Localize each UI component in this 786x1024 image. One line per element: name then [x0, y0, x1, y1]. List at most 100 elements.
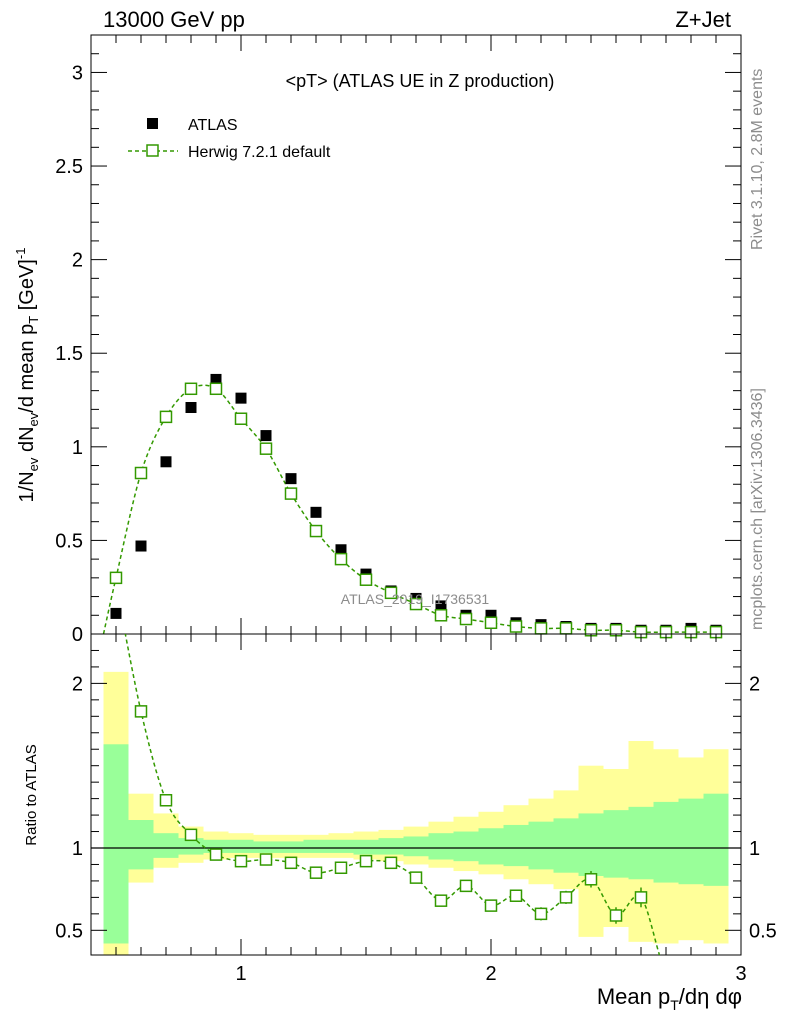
- herwig-point: [409, 597, 423, 611]
- atlas-point: [110, 607, 122, 619]
- header-right: Z+Jet: [675, 7, 731, 32]
- ratio-band-green: [278, 841, 304, 853]
- ratio-point: [534, 907, 548, 921]
- atlas-point: [160, 456, 172, 468]
- ratio-band-green: [403, 836, 429, 857]
- legend: ATLAS Herwig 7.2.1 default: [128, 117, 331, 161]
- ratio-band-green: [253, 841, 279, 853]
- herwig-point: [534, 622, 548, 635]
- ratio-point: [159, 794, 173, 807]
- legend-herwig-marker: [146, 144, 159, 157]
- herwig-point: [359, 573, 373, 586]
- main-ytick-label: 3: [72, 62, 83, 84]
- herwig-point: [309, 524, 323, 538]
- herwig-point: [159, 410, 173, 424]
- main-ytick-label: 2: [72, 250, 83, 272]
- atlas-point: [435, 600, 447, 612]
- ratio-ytick-label: 0.5: [55, 920, 83, 942]
- ratio-point: [484, 899, 498, 912]
- herwig-point: [284, 487, 298, 500]
- ratio-band-green: [153, 833, 179, 858]
- ratio-band-green: [678, 798, 704, 885]
- herwig-point: [459, 612, 473, 626]
- ratio-point: [609, 909, 623, 922]
- ratio-band-green: [628, 806, 654, 880]
- herwig-point: [509, 620, 523, 633]
- atlas-point: [135, 540, 147, 552]
- ratio-series: [124, 634, 661, 955]
- header-left: 13000 GeV pp: [103, 7, 245, 32]
- ratio-point: [559, 891, 573, 904]
- atlas-point: [235, 392, 247, 404]
- ratio-band-green: [478, 828, 504, 865]
- herwig-point: [109, 571, 123, 585]
- herwig-point: [184, 382, 198, 396]
- legend-atlas-marker: [147, 118, 158, 129]
- mcplots-label: mcplots.cern.ch [arXiv:1306.3436]: [749, 388, 766, 630]
- atlas-point: [210, 373, 222, 385]
- ratio-point: [459, 879, 473, 893]
- ratio-band-green: [378, 838, 404, 855]
- ratio-point: [359, 854, 373, 868]
- ratio-band-green: [428, 833, 454, 860]
- ratio-point: [509, 889, 523, 902]
- ratio-ytick-label: 1: [72, 838, 83, 860]
- ratio-point: [384, 856, 398, 870]
- analysis-watermark: ATLAS_2019_I1736531: [341, 591, 490, 607]
- main-ytick-label: 2.5: [55, 156, 83, 178]
- ratio-ytick-label-right: 1: [749, 838, 760, 860]
- ratio-point: [409, 871, 423, 884]
- legend-atlas-label: ATLAS: [188, 117, 238, 134]
- ratio-band-green: [528, 821, 554, 870]
- ratio-band-green: [603, 810, 629, 878]
- herwig-point: [334, 552, 348, 566]
- herwig-point: [259, 442, 273, 455]
- ratio-xtick-label: 3: [735, 963, 746, 985]
- ratio-band-green: [328, 839, 354, 853]
- ratio-ytick-label-right: 0.5: [749, 920, 777, 942]
- atlas-point: [335, 544, 347, 556]
- chart-title: <pT> (ATLAS UE in Z production): [286, 71, 555, 91]
- ratio-band-green: [103, 744, 129, 944]
- herwig-point: [134, 466, 148, 480]
- ratio-xtick-label: 1: [235, 963, 246, 985]
- ratio-band-green: [553, 818, 579, 873]
- ratio-band-green: [353, 839, 379, 855]
- ratio-band-green: [303, 839, 329, 853]
- atlas-point: [310, 506, 322, 518]
- ratio-band-green: [578, 813, 604, 876]
- herwig-point: [484, 616, 498, 630]
- ratio-band-green: [453, 831, 479, 862]
- ratio-point: [134, 705, 148, 718]
- herwig-point: [384, 586, 398, 600]
- ratio-point: [584, 873, 598, 886]
- herwig-point: [559, 622, 573, 635]
- ratio-band-green: [503, 824, 529, 867]
- ratio-band-green: [228, 839, 254, 853]
- ratio-point: [634, 891, 648, 904]
- ratio-ylabel: Ratio to ATLAS: [23, 744, 40, 845]
- atlas-point: [260, 430, 272, 442]
- ratio-point: [284, 856, 298, 870]
- atlas-point: [185, 402, 197, 414]
- main-ytick-label: 1.5: [55, 343, 83, 365]
- rivet-label: Rivet 3.1.10, 2.8M events: [749, 69, 766, 250]
- ratio-point: [234, 854, 248, 868]
- ratio-point: [309, 866, 323, 879]
- xlabel: Mean pT/dη dφ: [597, 984, 742, 1013]
- herwig-point: [434, 609, 448, 622]
- main-ytick-label: 0: [72, 624, 83, 646]
- ratio-ytick-label-right: 2: [749, 673, 760, 695]
- ratio-point: [334, 861, 348, 875]
- main-ytick-label: 0.5: [55, 530, 83, 552]
- main-ylabel: 1/Nev dNev/d mean pT [GeV]-1: [13, 248, 41, 503]
- legend-herwig-label: Herwig 7.2.1 default: [188, 144, 331, 161]
- herwig-point: [234, 412, 248, 425]
- ratio-band-green: [178, 838, 204, 855]
- ratio-xtick-label: 2: [485, 963, 496, 985]
- main-ytick-label: 1: [72, 437, 83, 459]
- ratio-band-green: [703, 793, 729, 886]
- ratio-panel: 1 2 30.5 0.51 12 2: [55, 633, 777, 985]
- herwig-point: [209, 382, 223, 396]
